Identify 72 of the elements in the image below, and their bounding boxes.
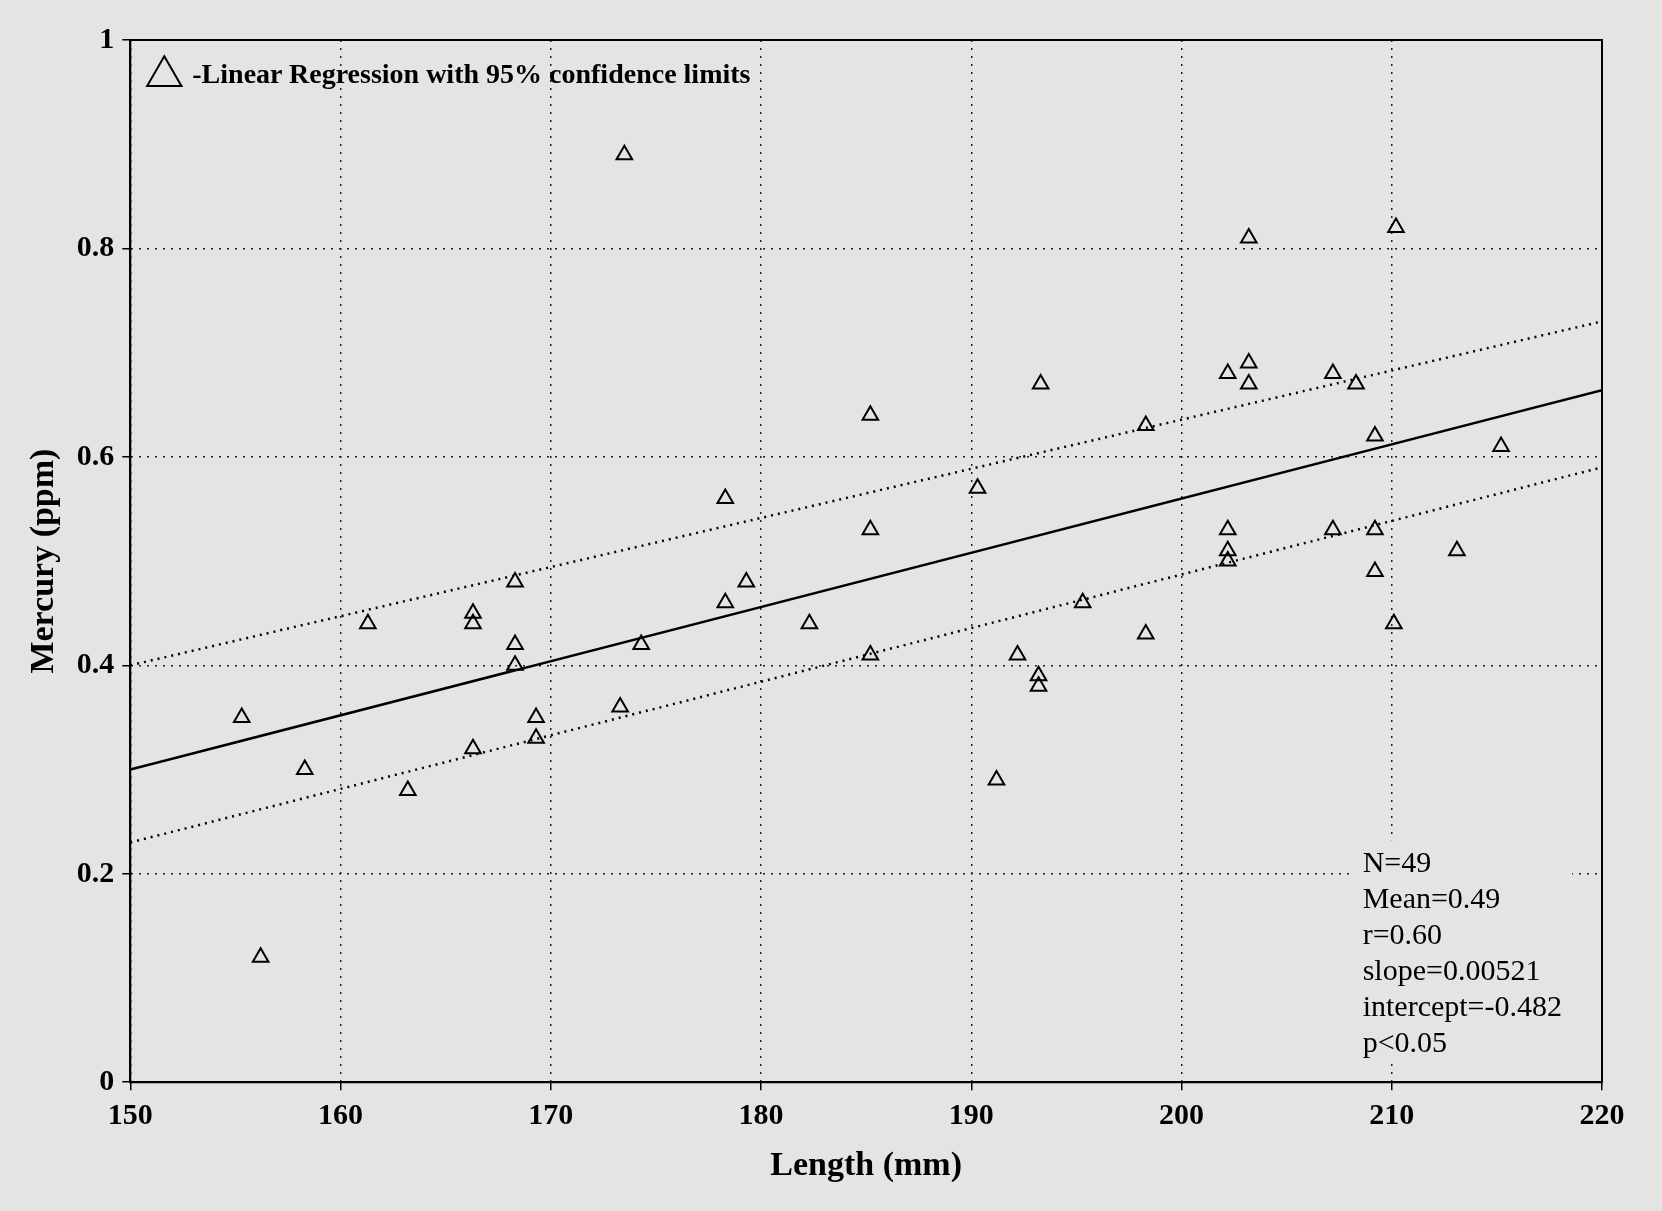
point bbox=[1366, 519, 1384, 536]
point bbox=[1324, 363, 1342, 379]
point bbox=[1448, 540, 1466, 557]
point bbox=[1218, 540, 1237, 557]
x-tick-label: 200 bbox=[1159, 1096, 1205, 1130]
point bbox=[861, 519, 880, 536]
annotation: Mean=0.49 bbox=[1362, 881, 1501, 915]
point bbox=[1492, 436, 1510, 452]
y-axis-title: Mercury (ppm) bbox=[23, 448, 62, 674]
x-tick-label: 220 bbox=[1579, 1096, 1625, 1130]
point bbox=[861, 405, 880, 421]
point bbox=[1218, 363, 1237, 379]
x-tick-label: 180 bbox=[738, 1096, 784, 1130]
y-tick-label: 0.6 bbox=[76, 437, 115, 471]
point bbox=[968, 478, 987, 494]
point bbox=[800, 613, 819, 630]
annotation: intercept=-0.482 bbox=[1362, 989, 1563, 1023]
point bbox=[1240, 373, 1258, 390]
point bbox=[1031, 373, 1050, 390]
legend-label: -Linear Regression with 95% confidence limits bbox=[192, 58, 751, 90]
point bbox=[296, 759, 314, 776]
y-tick-label: 1 bbox=[99, 20, 115, 54]
y-tick-label: 0.4 bbox=[76, 646, 115, 680]
point bbox=[716, 592, 735, 609]
x-tick-label: 160 bbox=[318, 1096, 364, 1130]
point bbox=[1029, 676, 1048, 692]
point bbox=[506, 655, 524, 671]
annotation: p<0.05 bbox=[1362, 1025, 1448, 1059]
point bbox=[527, 728, 545, 744]
point bbox=[506, 634, 524, 650]
point bbox=[1008, 644, 1027, 661]
point bbox=[1029, 665, 1048, 682]
x-tick-label: 170 bbox=[528, 1096, 574, 1130]
point bbox=[737, 571, 756, 588]
y-tick-label: 0.8 bbox=[76, 229, 115, 263]
point bbox=[464, 613, 482, 630]
annotation: r=0.60 bbox=[1362, 917, 1443, 951]
x-tick-label: 210 bbox=[1369, 1096, 1415, 1130]
y-tick-label: 0.2 bbox=[76, 854, 115, 888]
point bbox=[632, 634, 650, 650]
point bbox=[464, 738, 482, 755]
point bbox=[1218, 551, 1237, 567]
point bbox=[1324, 519, 1342, 536]
x-tick-label: 150 bbox=[107, 1096, 153, 1130]
point bbox=[359, 613, 377, 630]
point bbox=[527, 707, 545, 723]
point bbox=[1366, 426, 1384, 442]
point bbox=[1218, 519, 1237, 536]
y-tick-label: 0 bbox=[99, 1062, 115, 1096]
point bbox=[1347, 373, 1365, 390]
point bbox=[1385, 613, 1403, 630]
point bbox=[1073, 592, 1092, 609]
point bbox=[987, 769, 1006, 786]
point bbox=[506, 571, 524, 588]
point bbox=[1240, 228, 1258, 244]
point bbox=[1136, 624, 1155, 640]
point bbox=[399, 780, 417, 796]
point bbox=[232, 707, 251, 723]
point bbox=[615, 144, 634, 161]
point bbox=[1136, 415, 1155, 432]
x-axis-title: Length (mm) bbox=[770, 1145, 962, 1184]
point bbox=[861, 644, 880, 661]
point bbox=[464, 603, 482, 619]
point bbox=[1366, 561, 1384, 578]
annotation: slope=0.00521 bbox=[1362, 953, 1541, 987]
x-tick-label: 190 bbox=[948, 1096, 994, 1130]
point bbox=[1240, 353, 1258, 369]
point bbox=[1387, 217, 1405, 234]
point bbox=[716, 488, 735, 505]
point bbox=[611, 697, 629, 713]
annotation: N=49 bbox=[1362, 845, 1432, 879]
point bbox=[251, 947, 270, 963]
